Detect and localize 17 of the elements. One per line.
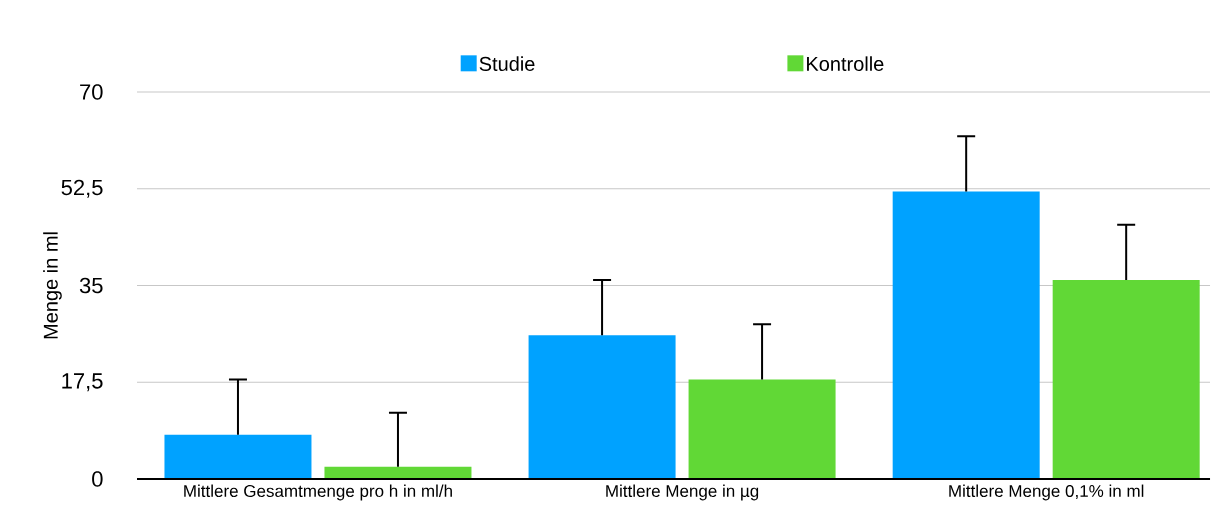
legend-label: Studie	[479, 56, 535, 72]
x-tick-label: Mittlere Menge 0,1% in ml	[949, 484, 1144, 501]
x-tick-label: Mittlere Gesamtmenge pro h in ml/h	[184, 484, 452, 501]
y-tick-label: 0	[92, 471, 103, 487]
y-tick-label: 35	[79, 277, 103, 294]
y-tick-label: 17,5	[62, 373, 103, 392]
bar	[324, 466, 472, 479]
bar	[688, 379, 836, 479]
x-tick-label: Mittlere Menge in µg	[606, 484, 759, 501]
bar	[1052, 279, 1200, 479]
y-axis-title: Menge in ml	[43, 232, 62, 339]
bar	[892, 191, 1040, 479]
bar	[528, 335, 676, 479]
bar	[164, 434, 312, 479]
y-tick-label: 70	[80, 84, 103, 100]
y-tick-label: 52,5	[61, 179, 103, 198]
legend-label: Kontrolle	[807, 56, 884, 72]
